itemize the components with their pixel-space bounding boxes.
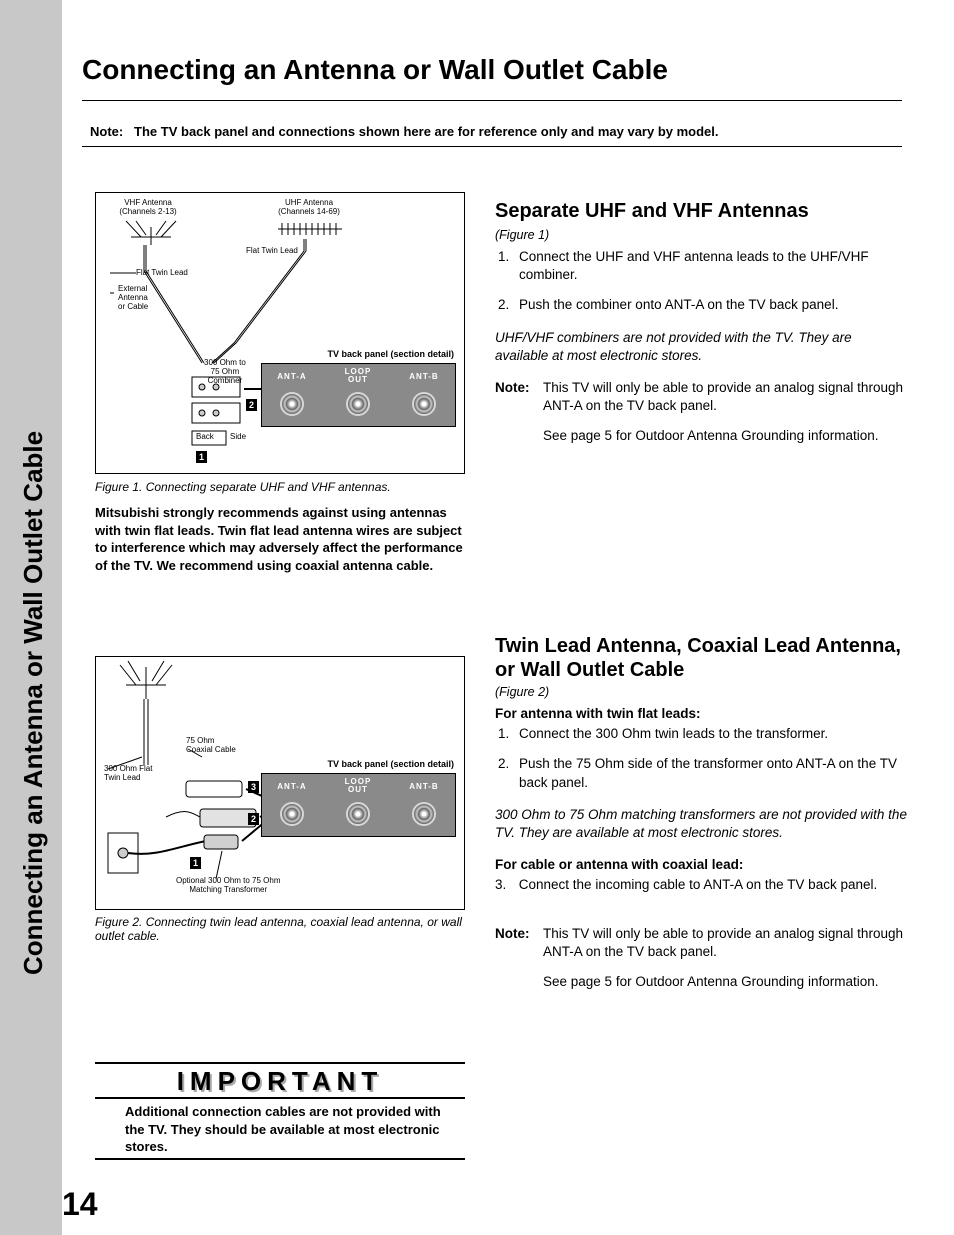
fig2-panel-label: TV back panel (section detail) — [327, 759, 454, 769]
fig2-twin-label: 300 Ohm Flat Twin Lead — [104, 765, 152, 783]
fig2-tv-panel: ANT-A LOOP OUT ANT-B — [261, 773, 456, 837]
sec1-note-body2: See page 5 for Outdoor Antenna Grounding… — [543, 427, 907, 445]
fig1-side: Side — [230, 433, 246, 442]
fig1-step1: 1 — [196, 451, 207, 463]
sec2-italic: 300 Ohm to 75 Ohm matching transformers … — [495, 806, 907, 842]
connector2-ant-b-icon — [412, 802, 436, 826]
fig2-step2: 2 — [248, 813, 259, 825]
conn-loop-label: LOOP OUT — [338, 368, 378, 384]
figure-2: 300 Ohm Flat Twin Lead 75 Ohm Coaxial Ca… — [95, 656, 465, 910]
figure-1: VHF Antenna (Channels 2-13) UHF Antenna … — [95, 192, 465, 474]
sec2-heading: Twin Lead Antenna, Coaxial Lead Antenna,… — [495, 634, 907, 682]
sec2-note-label: Note: — [495, 925, 543, 943]
side-title: Connecting an Antenna or Wall Outlet Cab… — [18, 431, 49, 975]
sec2-note-body1: This TV will only be able to provide an … — [543, 925, 907, 961]
connector2-ant-a-icon — [280, 802, 304, 826]
connector2-loop-icon — [346, 802, 370, 826]
conn-ant-b-label: ANT-B — [404, 372, 444, 381]
sec1-note: Note: This TV will only be able to provi… — [495, 379, 907, 446]
sec2-note-body2: See page 5 for Outdoor Antenna Grounding… — [543, 973, 907, 991]
sec1-step-2: Push the combiner onto ANT-A on the TV b… — [513, 296, 907, 314]
fig1-step2: 2 — [246, 399, 257, 411]
conn2-ant-b-label: ANT-B — [404, 782, 444, 791]
conn2-ant-a-label: ANT-A — [272, 782, 312, 791]
rule-top-2 — [82, 146, 902, 147]
connector-loop-icon — [346, 392, 370, 416]
page-title: Connecting an Antenna or Wall Outlet Cab… — [82, 54, 668, 86]
section-separate-antennas: Separate UHF and VHF Antennas (Figure 1)… — [495, 198, 907, 446]
fig2-coax-label: 75 Ohm Coaxial Cable — [186, 737, 236, 755]
note-top: Note: The TV back panel and connections … — [90, 124, 900, 139]
conn2-loop-label: LOOP OUT — [338, 778, 378, 794]
figure-1-caption: Figure 1. Connecting separate UHF and VH… — [95, 480, 465, 494]
sec2-step-3: Connect the incoming cable to ANT-A on t… — [519, 876, 899, 894]
rule-top — [82, 100, 902, 101]
section-twin-lead: Twin Lead Antenna, Coaxial Lead Antenna,… — [495, 634, 907, 991]
sec2-figref: (Figure 2) — [495, 684, 907, 701]
sec2-note: Note: This TV will only be able to provi… — [495, 925, 907, 992]
sec2-sub2: For cable or antenna with coaxial lead: — [495, 856, 907, 874]
fig1-wiring — [96, 193, 466, 475]
sec2-step-2: Push the 75 Ohm side of the transformer … — [513, 755, 907, 791]
sec1-heading: Separate UHF and VHF Antennas — [495, 198, 907, 225]
important-title: IMPORTANT — [95, 1064, 465, 1097]
fig1-back: Back — [196, 433, 214, 442]
sec2-steps-a: Connect the 300 Ohm twin leads to the tr… — [495, 725, 907, 792]
fig2-step1: 1 — [190, 857, 201, 869]
fig1-combiner-label: 300 Ohm to 75 Ohm Combiner — [204, 359, 246, 385]
important-box: IMPORTANT Additional connection cables a… — [95, 1062, 465, 1160]
sec1-note-body1: This TV will only be able to provide an … — [543, 379, 907, 415]
fig2-step3: 3 — [248, 781, 259, 793]
sec1-step-1: Connect the UHF and VHF antenna leads to… — [513, 248, 907, 284]
connector-ant-b-icon — [412, 392, 436, 416]
important-body: Additional connection cables are not pro… — [95, 1099, 465, 1158]
sec1-note-label: Note: — [495, 379, 543, 397]
conn-ant-a-label: ANT-A — [272, 372, 312, 381]
sec2-step3-num: 3. — [495, 876, 515, 894]
sec1-italic: UHF/VHF combiners are not provided with … — [495, 329, 907, 365]
sec2-sub1: For antenna with twin flat leads: — [495, 705, 907, 723]
recommendation-text: Mitsubishi strongly recommends against u… — [95, 504, 465, 574]
sec1-figref: (Figure 1) — [495, 227, 907, 244]
fig1-panel-label: TV back panel (section detail) — [327, 349, 454, 359]
connector-ant-a-icon — [280, 392, 304, 416]
fig2-transformer-label: Optional 300 Ohm to 75 Ohm Matching Tran… — [176, 877, 281, 895]
page-number: 14 — [62, 1186, 98, 1223]
sec1-steps: Connect the UHF and VHF antenna leads to… — [495, 248, 907, 315]
fig1-tv-panel: ANT-A LOOP OUT ANT-B — [261, 363, 456, 427]
figure-2-caption: Figure 2. Connecting twin lead antenna, … — [95, 915, 465, 943]
sec2-step-1: Connect the 300 Ohm twin leads to the tr… — [513, 725, 907, 743]
important-rule-bot — [95, 1158, 465, 1160]
